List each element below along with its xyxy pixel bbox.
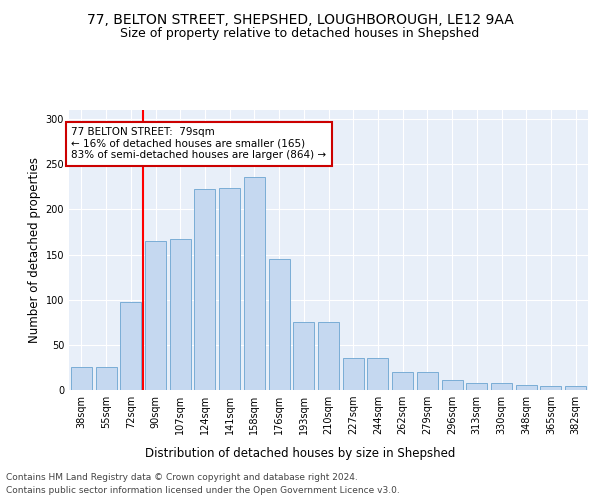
Bar [367, 358, 388, 390]
Bar [219, 188, 240, 390]
Bar [466, 383, 487, 390]
Bar [170, 239, 191, 390]
Bar [491, 383, 512, 390]
Bar [269, 259, 290, 390]
Bar [417, 372, 438, 390]
Text: Size of property relative to detached houses in Shepshed: Size of property relative to detached ho… [121, 28, 479, 40]
Bar [318, 322, 339, 390]
Bar [541, 386, 562, 390]
Bar [194, 188, 215, 390]
Bar [145, 241, 166, 390]
Text: 77, BELTON STREET, SHEPSHED, LOUGHBOROUGH, LE12 9AA: 77, BELTON STREET, SHEPSHED, LOUGHBOROUG… [86, 12, 514, 26]
Text: 77 BELTON STREET:  79sqm
← 16% of detached houses are smaller (165)
83% of semi-: 77 BELTON STREET: 79sqm ← 16% of detache… [71, 127, 326, 160]
Bar [71, 368, 92, 390]
Text: Contains public sector information licensed under the Open Government Licence v3: Contains public sector information licen… [6, 486, 400, 495]
Bar [442, 380, 463, 390]
Bar [244, 177, 265, 390]
Bar [293, 322, 314, 390]
Bar [120, 302, 141, 390]
Text: Distribution of detached houses by size in Shepshed: Distribution of detached houses by size … [145, 448, 455, 460]
Y-axis label: Number of detached properties: Number of detached properties [28, 157, 41, 343]
Bar [565, 386, 586, 390]
Bar [516, 386, 537, 390]
Text: Contains HM Land Registry data © Crown copyright and database right 2024.: Contains HM Land Registry data © Crown c… [6, 472, 358, 482]
Bar [392, 372, 413, 390]
Bar [95, 368, 116, 390]
Bar [343, 358, 364, 390]
